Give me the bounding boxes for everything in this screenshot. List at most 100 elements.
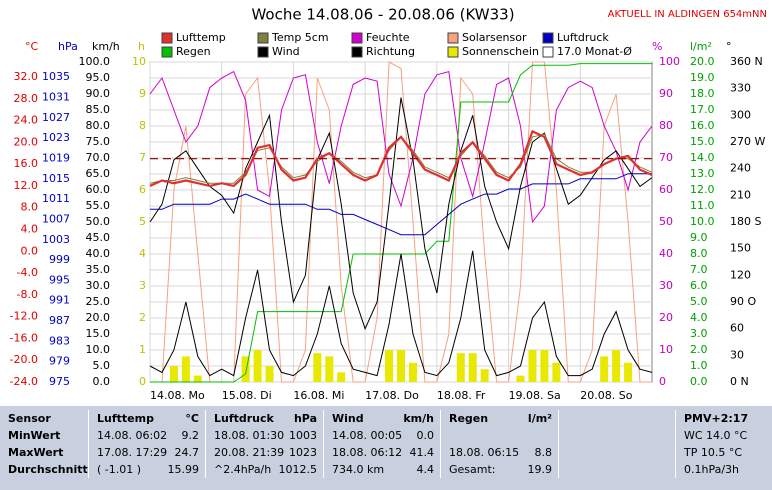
y-tick-label: 14.0 [690, 151, 715, 164]
cell-text: 1012.5 [278, 463, 318, 476]
y-tick-label: 7.0 [690, 263, 708, 276]
table-cell: Lufttemp °C [88, 410, 205, 427]
cell-text: 734.0 km [332, 463, 385, 476]
y-tick-label: 13.0 [690, 167, 715, 180]
y-tick-label: 1031 [42, 91, 70, 104]
y-tick-label: 25.0 [86, 295, 111, 308]
cell-text: TP 10.5 °C [684, 446, 743, 459]
y-tick-label: 6.0 [690, 279, 708, 292]
y-tick-label: 20.0 [14, 135, 39, 148]
y-tick-label: 50.0 [86, 215, 111, 228]
y-tick-label: 8.0 [690, 247, 708, 260]
sunshine-bar [169, 366, 178, 382]
y-tick-label: 85.0 [86, 103, 111, 116]
cell-text: Durchschnitt [8, 463, 88, 476]
y-tick-label: 4 [139, 247, 146, 260]
x-tick-label: 17.08. Do [365, 389, 419, 402]
y-tick-label: 30.0 [86, 279, 111, 292]
y-tick-label: 60 [730, 322, 744, 335]
y-tick-label: 18.0 [690, 87, 715, 100]
y-tick-label: -24.0 [10, 375, 38, 388]
table-cell: 14.08. 06:02 9.2 [88, 427, 205, 444]
series-line [149, 250, 653, 377]
chart-subtitle: AKTUELL IN ALDINGEN 654mNN [608, 9, 767, 20]
axis-unit: ° [726, 40, 732, 53]
axis-unit: h [138, 40, 145, 53]
legend-label: Lufttemp [176, 31, 226, 44]
y-tick-label: 16.0 [14, 157, 39, 170]
y-tick-label: 0 [659, 375, 666, 388]
sunshine-bar [456, 353, 465, 382]
y-tick-label: 35.0 [86, 263, 111, 276]
chart: Woche 14.08.06 - 20.08.06 (KW33) AKTUELL… [10, 6, 767, 403]
legend-label: Temp 5cm [271, 31, 329, 44]
y-tick-label: 1.0 [690, 359, 708, 372]
y-tick-label: 1023 [42, 131, 70, 144]
legend-swatch [351, 32, 363, 44]
legend-label: 17.0 Monat-Ø [557, 45, 632, 58]
y-tick-label: 10.0 [86, 343, 111, 356]
legend-swatch [161, 46, 173, 58]
cell-text: 9.2 [181, 429, 200, 442]
x-tick-label: 15.08. Di [222, 389, 272, 402]
y-tick-label: 55.0 [86, 199, 111, 212]
cell-text: 19.9 [527, 463, 553, 476]
series-line [149, 70, 653, 224]
y-tick-label: 1019 [42, 152, 70, 165]
sunshine-bar [468, 353, 477, 382]
sunshine-bar [528, 350, 537, 382]
table-cell: TP 10.5 °C [675, 444, 772, 461]
y-tick-label: 0.0 [93, 375, 111, 388]
table-cell: 18.08. 01:30 1003 [205, 427, 323, 444]
table-cell: 14.08. 00:05 0.0 [323, 427, 440, 444]
y-tick-label: 60.0 [86, 183, 111, 196]
table-cell: MaxWert [0, 444, 88, 461]
table-cell: ( -1.01 ) 15.99 [88, 461, 205, 478]
table-cell: Regen l/m² [440, 410, 558, 427]
sunshine-bar [265, 366, 274, 382]
y-tick-label: 90 [659, 87, 673, 100]
cell-text: ^2.4hPa/h [214, 463, 272, 476]
y-tick-label: 270 W [730, 135, 765, 148]
table-cell [558, 427, 675, 444]
legend-label: Sonnenschein [462, 45, 539, 58]
series-line [149, 129, 653, 188]
cell-text: 20.08. 21:39 [214, 446, 285, 459]
y-tick-label: 210 [730, 188, 751, 201]
x-tick-label: 18.08. Fr [437, 389, 486, 402]
legend-label: Richtung [366, 45, 415, 58]
cell-text: 4.4 [416, 463, 435, 476]
cell-text: 14.08. 00:05 [332, 429, 403, 442]
legend-swatch [542, 32, 554, 44]
sunshine-bar [337, 372, 346, 382]
axis-unit: hPa [58, 40, 78, 53]
y-tick-label: 360 N [730, 55, 763, 68]
y-tick-label: 1035 [42, 70, 70, 83]
legend-swatch [447, 46, 459, 58]
sunshine-bar [540, 350, 549, 382]
cell-text: WC 14.0 °C [684, 429, 748, 442]
y-tick-label: 40.0 [86, 247, 111, 260]
cell-text: 0.0 [416, 429, 435, 442]
sunshine-bar [181, 356, 190, 382]
y-tick-label: 100 [659, 55, 680, 68]
cell-text: Lufttemp [97, 412, 154, 425]
sunshine-bar [600, 356, 609, 382]
sunshine-bar [241, 356, 250, 382]
legend-label: Regen [176, 45, 211, 58]
y-tick-label: 9.0 [690, 231, 708, 244]
y-tick-label: 5.0 [690, 295, 708, 308]
y-tick-label: -20.0 [10, 353, 38, 366]
y-tick-label: 16.0 [690, 119, 715, 132]
y-tick-label: -8.0 [17, 288, 38, 301]
y-tick-label: 1003 [42, 233, 70, 246]
axis-unit: km/h [92, 40, 120, 53]
y-tick-label: 5.0 [93, 359, 111, 372]
y-tick-label: 10.0 [690, 215, 715, 228]
sunshine-bar [397, 350, 405, 382]
sunshine-bar [480, 369, 489, 382]
y-tick-label: 30 [730, 348, 744, 361]
cell-text: Sensor [8, 412, 51, 425]
axis-unit: °C [25, 40, 39, 53]
